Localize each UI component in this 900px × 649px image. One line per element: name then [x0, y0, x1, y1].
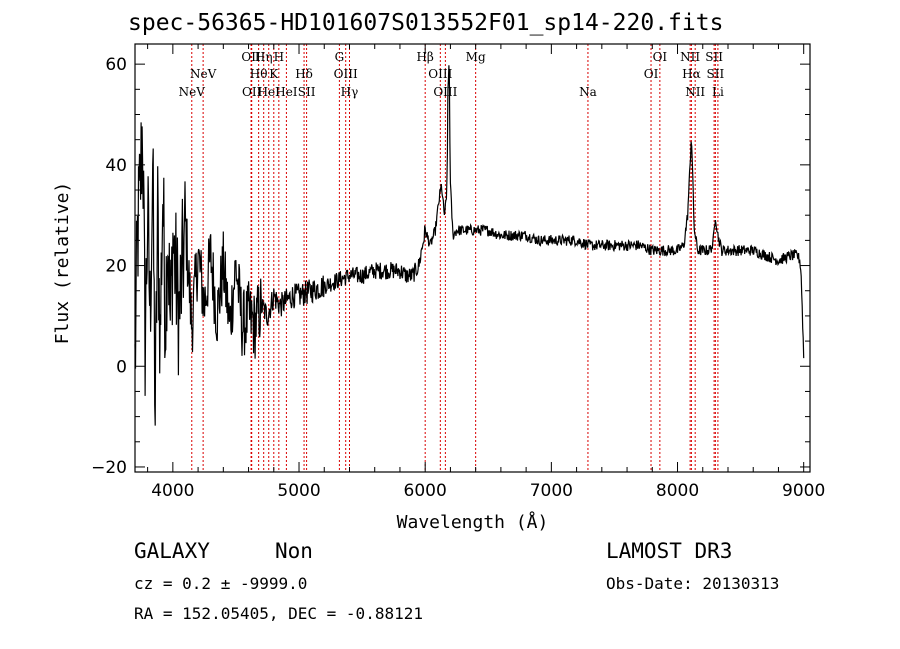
spectral-line-markers: [191, 44, 719, 472]
spectral-line-label: SII: [298, 85, 316, 99]
y-tick-label: −20: [91, 458, 127, 478]
x-tick-label: 9000: [782, 481, 825, 501]
spectral-line-label: SII: [707, 67, 725, 81]
x-tick-label: 4000: [151, 481, 194, 501]
spectral-line-label: Hβ: [416, 50, 433, 64]
survey-label: LAMOST DR3: [606, 539, 733, 563]
spectral-line-label: SII: [705, 50, 723, 64]
spectral-line-label: OIII: [334, 67, 358, 81]
spectral-line-label: Hα: [682, 67, 701, 81]
spectral-line-label: Hθ: [250, 67, 268, 81]
y-tick-label: 40: [105, 156, 127, 176]
x-tick-label: 6000: [404, 481, 447, 501]
spectral-line-label: NII: [685, 85, 705, 99]
spectral-line-label: Hη: [255, 50, 273, 64]
spectral-line-label: Mg: [466, 50, 486, 64]
spectral-line-label: OII: [241, 50, 261, 64]
spectral-line-label: NII: [680, 50, 700, 64]
subclass-label: Non: [275, 539, 313, 563]
class-label: GALAXY: [134, 539, 210, 563]
x-tick-label: 5000: [277, 481, 320, 501]
y-tick-label: 60: [105, 55, 127, 75]
spectral-line-label: OI: [653, 50, 668, 64]
y-tick-label: 20: [105, 257, 127, 277]
spectral-line-label: OII: [242, 85, 262, 99]
spectral-line-label: HeI: [258, 85, 281, 99]
spectral-line-label: Hγ: [341, 85, 359, 99]
ra-dec: RA = 152.05405, DEC = -0.88121: [134, 604, 423, 623]
obs-date: Obs-Date: 20130313: [606, 574, 780, 593]
spectral-line-label: NeV: [190, 67, 217, 81]
spectral-line-label: OIII: [428, 67, 452, 81]
x-axis-label: Wavelength (Å): [397, 511, 549, 533]
spectral-line-label: Li: [712, 85, 724, 99]
axes: 4000 5000 6000 7000 8000 9000 −20 0 20 40 60: [91, 44, 825, 501]
spectral-line-label: H: [274, 50, 284, 64]
chart-title: spec-56365-HD101607S013552F01_sp14-220.f…: [128, 10, 724, 36]
spectral-line-label: Na: [579, 85, 597, 99]
plot-frame: [134, 43, 811, 473]
y-axis-label: Flux (relative): [52, 182, 73, 345]
spectral-line-labels: NeV NeV OII OII Hθ Hη HeI HK HeI Hδ SII G OIII Hγ Hβ OI…: [179, 50, 725, 99]
x-tick-label: 7000: [530, 481, 573, 501]
x-tick-label: 8000: [656, 481, 699, 501]
spectral-line-label: OI: [644, 67, 659, 81]
spectral-line-label: HeI: [275, 85, 298, 99]
spectral-line-label: K: [269, 67, 279, 81]
cz-value: cz = 0.2 ± -9999.0: [134, 574, 308, 593]
spectral-line-label: OIII: [433, 85, 457, 99]
spectral-line-label: Hδ: [295, 67, 313, 81]
spectral-line-label: G: [335, 50, 345, 64]
spectral-line-label: NeV: [179, 85, 206, 99]
spectrum-line: [134, 65, 805, 426]
y-tick-label: 0: [116, 357, 127, 377]
